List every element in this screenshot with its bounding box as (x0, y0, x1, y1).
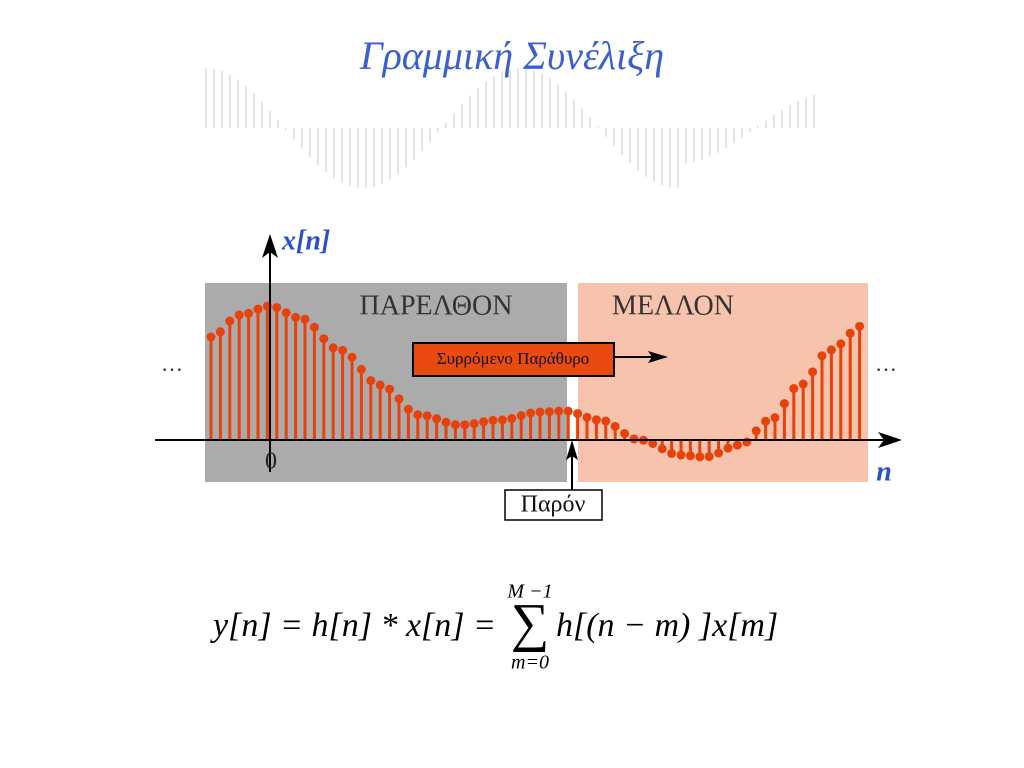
stem-head (648, 438, 658, 448)
stem-head (798, 379, 808, 389)
stem-head (356, 364, 366, 374)
present-label: Παρόν (521, 492, 586, 518)
stem-head (817, 351, 827, 361)
stem-head (469, 419, 479, 429)
stem-head (441, 417, 451, 427)
stem-head (582, 412, 592, 422)
stem-head (309, 322, 319, 332)
stem-head (742, 437, 752, 447)
stem-head (826, 345, 836, 355)
stem-head (413, 410, 423, 420)
window-label: Συρρόμενο Παράθυρο (437, 349, 590, 368)
stem-head (507, 413, 517, 423)
stem-head (620, 429, 630, 439)
stem-head (394, 394, 404, 404)
stem-head (328, 343, 338, 353)
present-box (504, 489, 603, 521)
x-arrow (878, 432, 902, 448)
y-arrow (262, 234, 278, 258)
stem-head (225, 316, 235, 326)
window-arrowhead (648, 351, 668, 363)
stem-head (488, 415, 498, 425)
sum-lower: m=0 (511, 652, 549, 674)
stem-head (667, 448, 677, 458)
stem-head (460, 420, 470, 430)
stem-head (761, 416, 771, 426)
stem-head (836, 339, 846, 349)
stem-head (253, 304, 263, 314)
stem-head (366, 376, 376, 386)
x-label: n (876, 456, 892, 487)
stem-head (206, 332, 216, 342)
stem-head (375, 380, 385, 390)
origin-label: 0 (265, 449, 277, 475)
equation-rhs: h[(n − m) ]x[m] (556, 607, 778, 644)
stem-head (629, 434, 639, 444)
stem-head (338, 345, 348, 355)
stem-head (526, 408, 536, 418)
background-decoration (205, 68, 815, 188)
stem-head (751, 426, 761, 436)
future-region (578, 283, 868, 482)
sum-symbol: ∑ (511, 592, 550, 652)
present-arrowhead (566, 440, 578, 460)
future-label: ΜΕΛΛΟΝ (612, 290, 734, 321)
stem-head (244, 308, 254, 318)
slide-title: Γραμμική Συνέλιξη (359, 33, 664, 78)
stem-head (573, 409, 583, 419)
stem-head (215, 327, 225, 337)
stem-head (610, 421, 620, 431)
stem-head (422, 411, 432, 421)
stem-head (291, 312, 301, 322)
stem-head (300, 314, 310, 324)
stem-head (432, 414, 442, 424)
stem-head (516, 411, 526, 421)
stem-head (535, 407, 545, 417)
stem-head (808, 367, 818, 377)
stem-head (732, 440, 742, 450)
stem-head (591, 415, 601, 425)
stem-head (855, 321, 865, 331)
stem-head (319, 334, 329, 344)
y-label: x[n] (281, 225, 330, 256)
stem-head (723, 443, 733, 453)
ellipsis-left: … (161, 351, 183, 376)
stem-head (845, 328, 855, 338)
past-region (205, 283, 567, 482)
stem-head (657, 444, 667, 454)
stem-head (714, 448, 724, 458)
past-label: ΠΑΡΕΛΘΟΝ (360, 290, 513, 321)
signal-stems (206, 301, 865, 462)
stem-head (347, 352, 357, 362)
window-box (412, 342, 615, 377)
stem-head (676, 450, 686, 460)
stem-head (770, 413, 780, 423)
sum-upper: M −1 (506, 581, 552, 603)
stem-head (695, 452, 705, 462)
stem-head (544, 407, 554, 417)
stem-head (554, 406, 564, 416)
stem-head (601, 416, 611, 426)
stem-head (779, 399, 789, 409)
stem-head (403, 404, 413, 414)
stem-head (450, 420, 460, 430)
ellipsis-right: … (875, 351, 897, 376)
stem-head (281, 308, 291, 318)
stem-head (272, 302, 282, 312)
stem-head (789, 384, 799, 394)
stem-head (704, 452, 714, 462)
stem-head (685, 451, 695, 461)
stem-head (479, 417, 489, 427)
stem-head (563, 406, 573, 416)
stem-head (234, 310, 244, 320)
equation-lhs: y[n] = h[n] * x[n] = (210, 607, 496, 644)
stem-head (385, 384, 395, 394)
stem-head (497, 415, 507, 425)
